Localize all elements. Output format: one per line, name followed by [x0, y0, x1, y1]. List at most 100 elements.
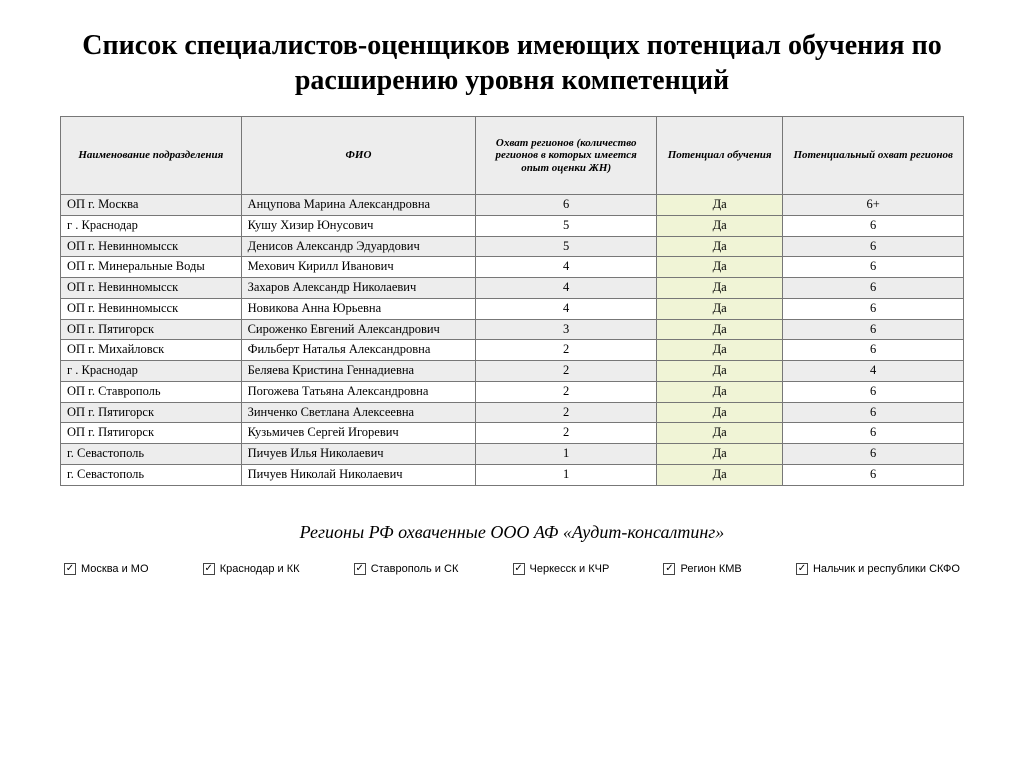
cell-name: Денисов Александр Эдуардович	[241, 236, 476, 257]
cell-reach: 1	[476, 464, 657, 485]
cell-reach: 2	[476, 423, 657, 444]
cell-pot_reach: 6	[783, 444, 964, 465]
cell-name: Кузьмичев Сергей Игоревич	[241, 423, 476, 444]
cell-reach: 4	[476, 278, 657, 299]
checkbox-label: Москва и МО	[81, 563, 149, 575]
table-head: Наименование подразделенияФИООхват регио…	[61, 117, 964, 195]
table-row: ОП г. НевинномысскЗахаров Александр Нико…	[61, 278, 964, 299]
table-row: ОП г. МоскваАнцупова Марина Александровн…	[61, 195, 964, 216]
column-header: Наименование подразделения	[61, 117, 242, 195]
cell-pot_reach: 6	[783, 319, 964, 340]
cell-pot_reach: 6	[783, 340, 964, 361]
column-header: Охват регионов (количество регионов в ко…	[476, 117, 657, 195]
cell-dept: г. Севастополь	[61, 464, 242, 485]
region-checkbox[interactable]: ✓ Нальчик и республики СКФО	[796, 563, 960, 575]
checkbox-label: Черкесск и КЧР	[530, 563, 610, 575]
cell-reach: 5	[476, 215, 657, 236]
cell-name: Новикова Анна Юрьевна	[241, 298, 476, 319]
cell-name: Беляева Кристина Геннадиевна	[241, 361, 476, 382]
header-row: Наименование подразделенияФИООхват регио…	[61, 117, 964, 195]
region-checkbox[interactable]: ✓ Краснодар и КК	[203, 563, 300, 575]
cell-reach: 2	[476, 361, 657, 382]
cell-pot_reach: 6	[783, 257, 964, 278]
table-row: ОП г. СтавропольПогожева Татьяна Алексан…	[61, 381, 964, 402]
table-body: ОП г. МоскваАнцупова Марина Александровн…	[61, 195, 964, 486]
checkbox-icon: ✓	[203, 563, 215, 575]
cell-pot_reach: 6	[783, 381, 964, 402]
cell-reach: 2	[476, 340, 657, 361]
cell-pot: Да	[656, 319, 782, 340]
table-row: ОП г. НевинномысскНовикова Анна Юрьевна4…	[61, 298, 964, 319]
cell-reach: 4	[476, 298, 657, 319]
cell-pot: Да	[656, 464, 782, 485]
column-header: Потенциал обучения	[656, 117, 782, 195]
cell-reach: 2	[476, 381, 657, 402]
cell-dept: г. Севастополь	[61, 444, 242, 465]
subtitle: Регионы РФ охваченные ООО АФ «Аудит-конс…	[60, 522, 964, 543]
region-checkbox[interactable]: ✓ Москва и МО	[64, 563, 149, 575]
cell-reach: 3	[476, 319, 657, 340]
cell-dept: ОП г. Невинномысск	[61, 278, 242, 299]
cell-pot: Да	[656, 236, 782, 257]
region-checkbox[interactable]: ✓ Черкесск и КЧР	[513, 563, 610, 575]
cell-pot: Да	[656, 298, 782, 319]
cell-name: Зинченко Светлана Алексеевна	[241, 402, 476, 423]
table-row: г. СевастопольПичуев Илья Николаевич1Да6	[61, 444, 964, 465]
checkbox-icon: ✓	[513, 563, 525, 575]
region-checkboxes: ✓ Москва и МО ✓ Краснодар и КК ✓ Ставрополь и…	[60, 563, 964, 575]
region-checkbox[interactable]: ✓Регион КМВ	[663, 563, 741, 575]
table-row: ОП г. Минеральные ВодыМехович Кирилл Ива…	[61, 257, 964, 278]
table-row: ОП г. НевинномысскДенисов Александр Эдуа…	[61, 236, 964, 257]
column-header: ФИО	[241, 117, 476, 195]
cell-pot: Да	[656, 402, 782, 423]
cell-pot: Да	[656, 361, 782, 382]
specialists-table: Наименование подразделенияФИООхват регио…	[60, 116, 964, 486]
cell-pot_reach: 6	[783, 278, 964, 299]
cell-name: Погожева Татьяна Александровна	[241, 381, 476, 402]
checkbox-icon: ✓	[354, 563, 366, 575]
cell-reach: 2	[476, 402, 657, 423]
cell-pot: Да	[656, 423, 782, 444]
cell-pot_reach: 6	[783, 298, 964, 319]
cell-pot: Да	[656, 278, 782, 299]
cell-dept: ОП г. Пятигорск	[61, 319, 242, 340]
checkbox-label: Нальчик и республики СКФО	[813, 563, 960, 575]
checkbox-label: Регион КМВ	[680, 563, 741, 575]
table-row: г . КраснодарКушу Хизир Юнусович5Да6	[61, 215, 964, 236]
cell-pot_reach: 6	[783, 464, 964, 485]
cell-reach: 6	[476, 195, 657, 216]
cell-pot: Да	[656, 257, 782, 278]
checkbox-label: Ставрополь и СК	[371, 563, 459, 575]
column-header: Потенциальный охват регионов	[783, 117, 964, 195]
checkbox-label: Краснодар и КК	[220, 563, 300, 575]
cell-dept: г . Краснодар	[61, 215, 242, 236]
cell-name: Пичуев Илья Николаевич	[241, 444, 476, 465]
cell-dept: ОП г. Пятигорск	[61, 402, 242, 423]
cell-pot_reach: 6+	[783, 195, 964, 216]
cell-reach: 1	[476, 444, 657, 465]
cell-dept: ОП г. Ставрополь	[61, 381, 242, 402]
table-row: г . КраснодарБеляева Кристина Геннадиевн…	[61, 361, 964, 382]
cell-pot: Да	[656, 215, 782, 236]
cell-name: Кушу Хизир Юнусович	[241, 215, 476, 236]
checkbox-icon: ✓	[64, 563, 76, 575]
cell-reach: 5	[476, 236, 657, 257]
cell-dept: ОП г. Невинномысск	[61, 236, 242, 257]
cell-name: Сироженко Евгений Александрович	[241, 319, 476, 340]
cell-pot: Да	[656, 340, 782, 361]
cell-name: Фильберт Наталья Александровна	[241, 340, 476, 361]
cell-reach: 4	[476, 257, 657, 278]
cell-pot_reach: 4	[783, 361, 964, 382]
checkbox-icon: ✓	[796, 563, 808, 575]
cell-dept: ОП г. Москва	[61, 195, 242, 216]
table-row: ОП г. ПятигорскСироженко Евгений Алексан…	[61, 319, 964, 340]
cell-dept: ОП г. Минеральные Воды	[61, 257, 242, 278]
cell-dept: ОП г. Михайловск	[61, 340, 242, 361]
cell-pot: Да	[656, 381, 782, 402]
table-row: г. СевастопольПичуев Николай Николаевич1…	[61, 464, 964, 485]
cell-name: Мехович Кирилл Иванович	[241, 257, 476, 278]
cell-name: Пичуев Николай Николаевич	[241, 464, 476, 485]
cell-pot_reach: 6	[783, 215, 964, 236]
cell-pot_reach: 6	[783, 402, 964, 423]
region-checkbox[interactable]: ✓ Ставрополь и СК	[354, 563, 459, 575]
